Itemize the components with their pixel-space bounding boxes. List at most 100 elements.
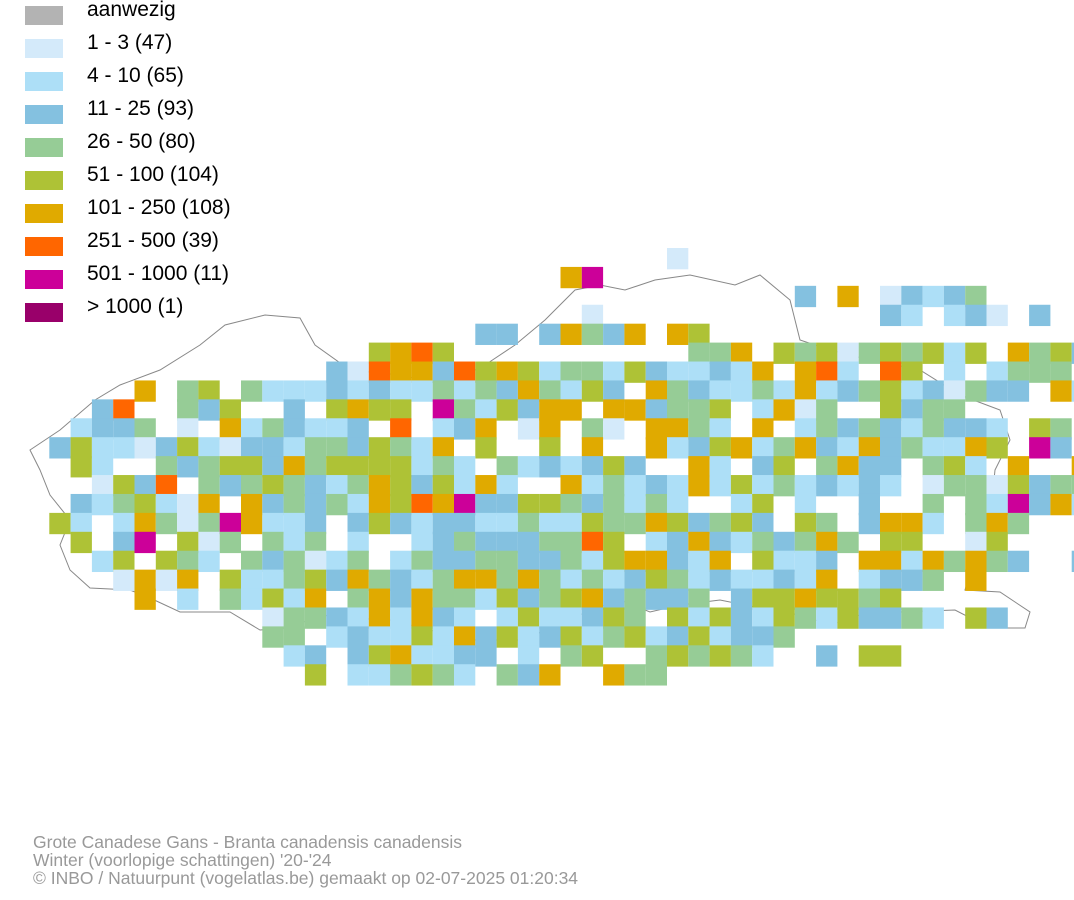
map-cell [645, 380, 667, 402]
map-cell [475, 399, 497, 421]
map-cell [517, 380, 540, 402]
map-cell [667, 361, 689, 383]
map-cell [645, 399, 667, 421]
map-cell [517, 588, 540, 610]
map-cell [965, 493, 987, 516]
map-cell [113, 550, 135, 573]
map-cell [390, 664, 412, 686]
map-cell [91, 456, 114, 478]
map-cell [773, 550, 795, 573]
map-cell [816, 512, 838, 535]
map-cell [560, 626, 582, 648]
map-cell [539, 664, 561, 686]
map-cell [624, 607, 646, 629]
map-cell [198, 512, 220, 535]
map-cell [390, 512, 412, 535]
map-cell [347, 361, 369, 383]
map-cell [539, 323, 561, 345]
map-cell [858, 418, 880, 440]
map-cell [667, 607, 689, 629]
map-cell [432, 418, 454, 440]
legend-label: 51 - 100 (104) [87, 163, 219, 186]
map-cell [709, 645, 731, 667]
map-cell [411, 588, 433, 610]
map-cell [91, 399, 114, 421]
legend-item: 251 - 500 (39) [25, 229, 345, 264]
map-cell [645, 418, 667, 440]
map-cell [922, 399, 944, 421]
map-cell [134, 418, 156, 440]
map-cell [304, 664, 327, 686]
map-cell [858, 342, 880, 364]
map-cell [880, 550, 902, 573]
map-cell [368, 361, 391, 383]
map-cell [1029, 493, 1051, 516]
map-cell [411, 512, 433, 535]
credit-line: © INBO / Natuurpunt (vogelatlas.be) gema… [33, 868, 579, 888]
map-cell [390, 569, 412, 591]
map-cell [390, 418, 412, 440]
map-cell [475, 361, 497, 383]
map-cell [454, 456, 476, 478]
map-cell [752, 531, 774, 554]
map-cell [454, 512, 476, 535]
map-cell [794, 361, 817, 383]
legend-label: 11 - 25 (93) [87, 97, 194, 120]
map-cell [667, 248, 689, 270]
map-cell [219, 475, 241, 497]
map-cell [475, 380, 497, 402]
map-cell [1029, 361, 1051, 383]
map-cell [347, 588, 369, 610]
map-cell [262, 512, 284, 535]
map-cell [581, 512, 604, 535]
map-cell [965, 531, 987, 554]
map-cell [965, 418, 987, 440]
map-cell [219, 531, 241, 554]
map-cell [155, 456, 178, 478]
map-cell [730, 512, 753, 535]
map-cell [134, 437, 156, 459]
map-cell [517, 531, 540, 554]
map-cell [304, 512, 327, 535]
map-cell [454, 418, 476, 440]
map-cell [816, 607, 838, 629]
map-cell [283, 399, 305, 421]
map-cell [773, 399, 795, 421]
map-cell [198, 550, 220, 573]
map-cell [496, 380, 518, 402]
map-cell [624, 569, 646, 591]
map-cell [645, 531, 667, 554]
map-cell [560, 361, 582, 383]
map-cell [411, 475, 433, 497]
map-cell [560, 550, 582, 573]
map-cell [730, 626, 753, 648]
map-cell [475, 626, 497, 648]
map-cell [304, 418, 327, 440]
map-cell [475, 437, 497, 459]
map-cell [411, 531, 433, 554]
map-cell [91, 418, 114, 440]
map-cell [198, 380, 220, 402]
map-cell [454, 380, 476, 402]
map-cell [283, 569, 305, 591]
legend-label: > 1000 (1) [87, 295, 184, 318]
map-cell [70, 456, 92, 478]
map-cell [922, 475, 944, 497]
map-cell [304, 569, 327, 591]
map-cell [411, 437, 433, 459]
map-cell [645, 569, 667, 591]
map-cell [432, 361, 454, 383]
map-cell [241, 512, 263, 535]
map-cell [113, 399, 135, 421]
map-cell [688, 550, 710, 573]
map-cell [709, 626, 731, 648]
map-cell [624, 664, 646, 686]
map-cell [177, 569, 199, 591]
legend-label: 251 - 500 (39) [87, 229, 219, 252]
legend-label: aanwezig [87, 0, 176, 21]
map-cell [581, 588, 604, 610]
map-cell [943, 399, 966, 421]
map-cell [901, 399, 923, 421]
map-cell [816, 531, 838, 554]
map-cell [304, 456, 327, 478]
